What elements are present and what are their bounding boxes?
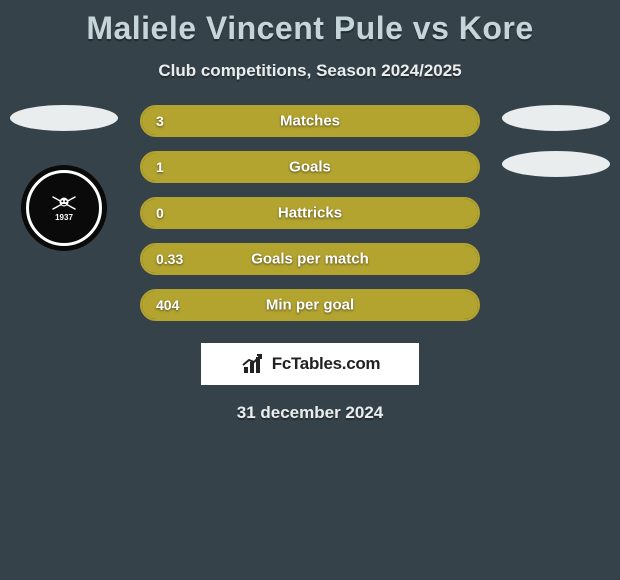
placeholder-ellipse — [10, 105, 118, 131]
stat-bar-label: Matches — [142, 113, 478, 130]
stat-bar-label: Hattricks — [142, 205, 478, 222]
brand-box: FcTables.com — [201, 343, 419, 385]
stat-bar-label: Goals — [142, 159, 478, 176]
brand-text: FcTables.com — [272, 354, 381, 374]
chart-icon — [240, 351, 266, 377]
club-badge: 1937 — [21, 165, 107, 251]
stat-bar: Min per goal404 — [140, 289, 480, 321]
stat-bar-value-left: 1 — [156, 159, 164, 175]
stat-bar: Goals per match0.33 — [140, 243, 480, 275]
stat-bar-value-left: 3 — [156, 113, 164, 129]
right-side-column — [496, 105, 616, 177]
left-side-column: 1937 — [4, 105, 124, 251]
stat-bar: Goals1 — [140, 151, 480, 183]
date-text: 31 december 2024 — [0, 403, 620, 423]
stat-bar: Matches3 — [140, 105, 480, 137]
stat-bar-label: Goals per match — [142, 251, 478, 268]
subtitle: Club competitions, Season 2024/2025 — [0, 61, 620, 81]
comparison-content: 1937 Matches3 Goals1 Hattricks0 Goals per m… — [0, 105, 620, 321]
placeholder-ellipse — [502, 151, 610, 177]
stat-bar-value-left: 0 — [156, 205, 164, 221]
page-title: Maliele Vincent Pule vs Kore — [0, 0, 620, 47]
stat-bar: Hattricks0 — [140, 197, 480, 229]
stat-bar-value-left: 404 — [156, 297, 179, 313]
stat-bar-label: Min per goal — [142, 297, 478, 314]
skull-crossbones-icon — [51, 195, 77, 211]
stat-bar-value-left: 0.33 — [156, 251, 183, 267]
comparison-bars: Matches3Goals1Hattricks0Goals per match0… — [140, 105, 480, 321]
placeholder-ellipse — [502, 105, 610, 131]
